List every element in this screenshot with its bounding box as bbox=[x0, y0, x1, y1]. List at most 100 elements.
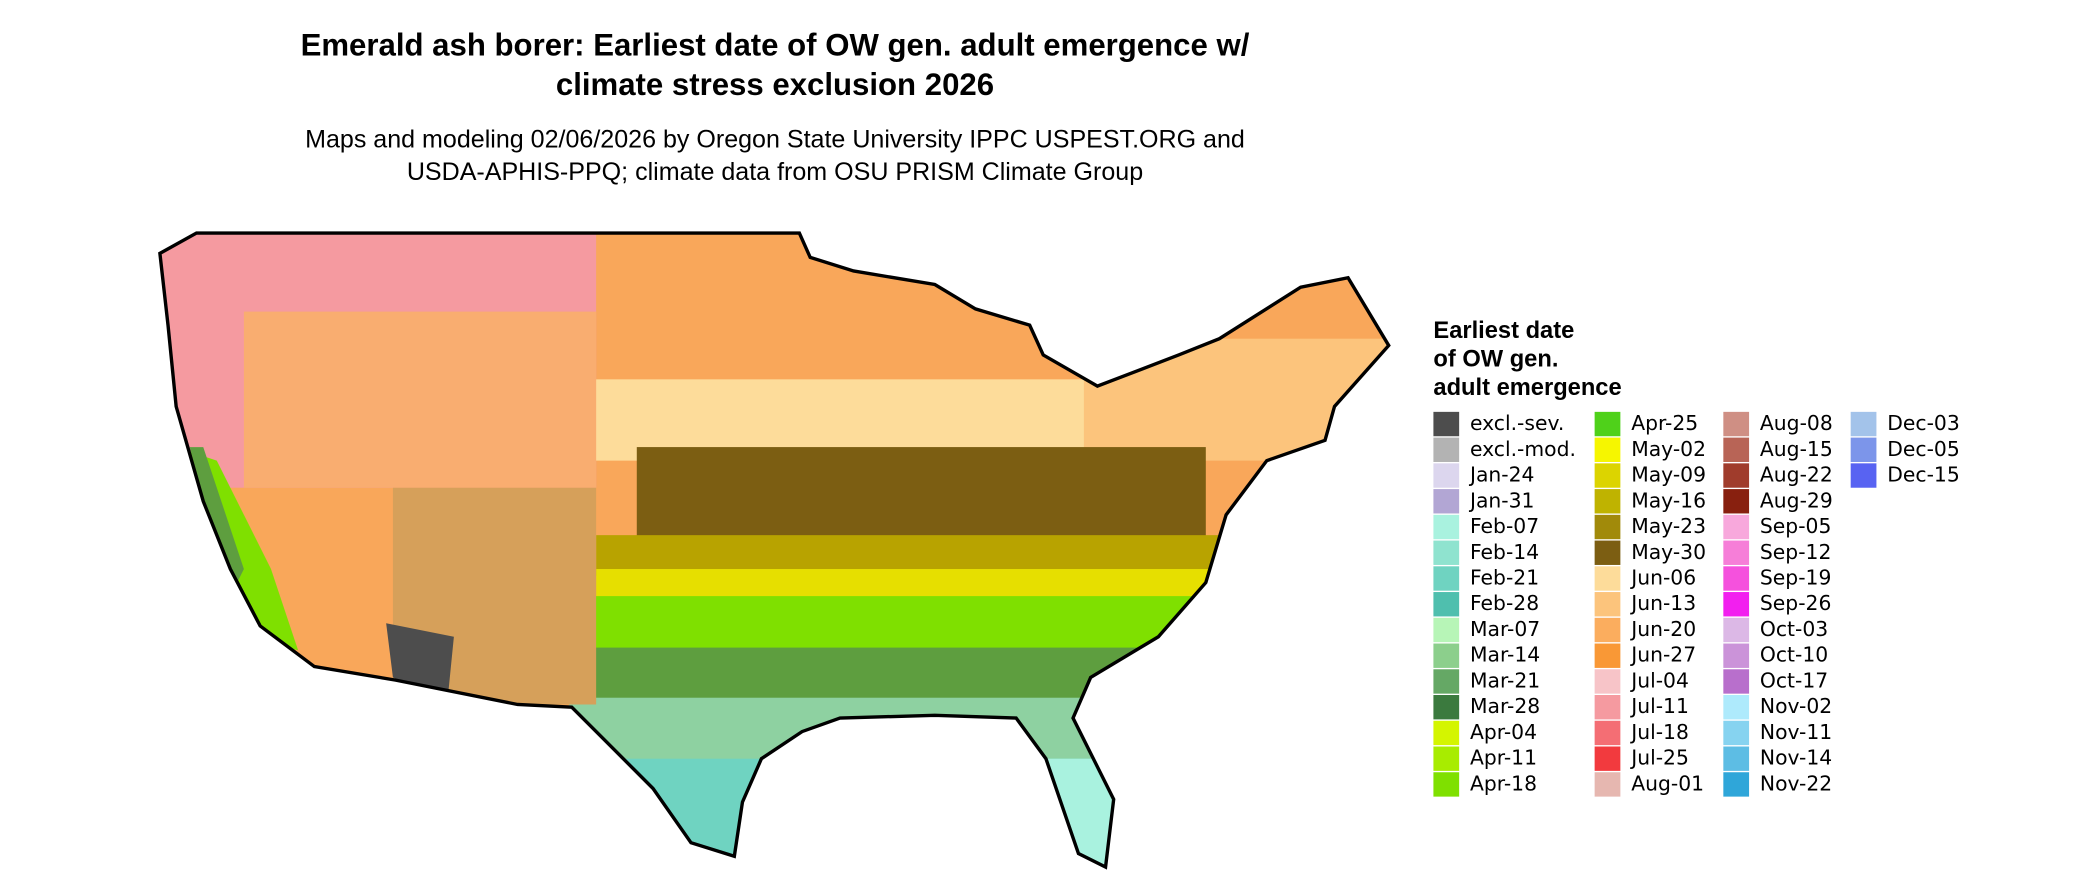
legend-label: Nov-02 bbox=[1760, 694, 1832, 718]
legend-swatch bbox=[1594, 643, 1621, 668]
legend-swatch bbox=[1433, 489, 1460, 514]
legend-label: Sep-19 bbox=[1760, 565, 1831, 589]
legend-label: Apr-18 bbox=[1470, 771, 1537, 795]
legend-swatch bbox=[1433, 720, 1460, 746]
legend-swatch bbox=[1723, 489, 1750, 514]
legend-swatch bbox=[1723, 540, 1750, 565]
legend-swatch bbox=[1594, 514, 1621, 540]
legend-swatch bbox=[1433, 643, 1460, 668]
legend-label: Nov-11 bbox=[1760, 720, 1832, 744]
legend-label: Jan-31 bbox=[1468, 488, 1534, 512]
legend-label: Jul-04 bbox=[1629, 668, 1689, 692]
legend-label: Oct-03 bbox=[1760, 617, 1828, 641]
legend-swatch bbox=[1723, 514, 1750, 540]
legend-swatch bbox=[1594, 617, 1621, 643]
title: climate stress exclusion 2026 bbox=[556, 67, 994, 102]
legend-swatch bbox=[1594, 463, 1621, 488]
legend-swatch bbox=[1433, 772, 1460, 797]
legend-label: Aug-15 bbox=[1760, 437, 1833, 461]
legend-swatch bbox=[1433, 411, 1460, 437]
subtitle: USDA-APHIS-PPQ; climate data from OSU PR… bbox=[407, 158, 1143, 186]
legend-label: Apr-04 bbox=[1470, 720, 1537, 744]
legend-swatch bbox=[1433, 540, 1460, 565]
legend-swatch bbox=[1433, 514, 1460, 540]
legend-swatch bbox=[1594, 772, 1621, 797]
legend-label: Sep-26 bbox=[1760, 591, 1831, 615]
legend-swatch bbox=[1433, 437, 1460, 462]
legend-label: Mar-07 bbox=[1470, 617, 1540, 641]
legend-label: excl.-mod. bbox=[1470, 437, 1576, 461]
legend-label: Feb-21 bbox=[1470, 565, 1539, 589]
legend-swatch bbox=[1723, 669, 1750, 694]
legend-swatch bbox=[1723, 437, 1750, 462]
legend-label: Aug-29 bbox=[1760, 488, 1833, 512]
legend-label: Jul-11 bbox=[1629, 694, 1689, 718]
legend-swatch bbox=[1433, 463, 1460, 488]
legend-label: Feb-28 bbox=[1470, 591, 1539, 615]
subtitle: Maps and modeling 02/06/2026 by Oregon S… bbox=[305, 126, 1245, 154]
legend-label: Feb-07 bbox=[1470, 514, 1539, 538]
legend-swatch bbox=[1850, 463, 1877, 488]
legend-swatch bbox=[1594, 746, 1621, 771]
legend-label: Jun-13 bbox=[1629, 591, 1696, 615]
legend-swatch bbox=[1433, 617, 1460, 643]
legend-swatch bbox=[1433, 669, 1460, 694]
legend-label: Mar-14 bbox=[1470, 643, 1540, 667]
legend-swatch bbox=[1723, 746, 1750, 771]
legend-swatch bbox=[1723, 592, 1750, 617]
legend-title: adult emergence bbox=[1433, 375, 1621, 401]
legend-label: May-02 bbox=[1631, 437, 1706, 461]
legend-label: Feb-14 bbox=[1470, 540, 1539, 564]
legend-label: Jun-20 bbox=[1629, 617, 1696, 641]
legend-swatch bbox=[1594, 695, 1621, 720]
legend-swatch bbox=[1594, 592, 1621, 617]
legend-label: Nov-22 bbox=[1760, 771, 1832, 795]
legend-label: Oct-17 bbox=[1760, 668, 1828, 692]
legend-swatch bbox=[1723, 772, 1750, 797]
legend-label: May-16 bbox=[1631, 488, 1706, 512]
map bbox=[159, 233, 1389, 868]
legend-swatch bbox=[1850, 411, 1877, 437]
legend-swatch bbox=[1723, 643, 1750, 668]
legend-swatch bbox=[1594, 489, 1621, 514]
legend-swatch bbox=[1594, 437, 1621, 462]
legend-swatch bbox=[1723, 695, 1750, 720]
legend-swatch bbox=[1723, 617, 1750, 643]
legend-label: Aug-22 bbox=[1760, 463, 1833, 487]
legend-label: Jun-27 bbox=[1629, 643, 1696, 667]
legend-label: Dec-03 bbox=[1887, 411, 1959, 435]
legend-label: Jan-24 bbox=[1468, 463, 1534, 487]
legend-label: May-30 bbox=[1631, 540, 1706, 564]
legend-swatch bbox=[1433, 746, 1460, 771]
legend-swatch bbox=[1433, 592, 1460, 617]
legend-label: Sep-12 bbox=[1760, 540, 1831, 564]
legend-title: Earliest date bbox=[1433, 318, 1574, 344]
legend-label: Nov-14 bbox=[1760, 746, 1832, 770]
legend-swatch bbox=[1723, 411, 1750, 437]
legend-label: Aug-08 bbox=[1760, 411, 1833, 435]
legend-swatch bbox=[1723, 720, 1750, 746]
legend-label: Jun-06 bbox=[1629, 565, 1696, 589]
legend-label: Dec-05 bbox=[1887, 437, 1959, 461]
legend-swatch bbox=[1594, 720, 1621, 746]
legend-label: Mar-28 bbox=[1470, 694, 1540, 718]
legend-label: May-23 bbox=[1631, 514, 1706, 538]
title: Emerald ash borer: Earliest date of OW g… bbox=[301, 28, 1250, 63]
legend-label: Aug-01 bbox=[1631, 771, 1704, 795]
legend-label: Jul-18 bbox=[1629, 720, 1689, 744]
legend-label: Sep-05 bbox=[1760, 514, 1831, 538]
legend-swatch bbox=[1433, 566, 1460, 591]
legend-title: of OW gen. bbox=[1433, 347, 1558, 373]
legend-label: Mar-21 bbox=[1470, 668, 1540, 692]
legend-swatch bbox=[1850, 437, 1877, 462]
legend-label: Dec-15 bbox=[1887, 463, 1959, 487]
legend-label: Jul-25 bbox=[1629, 746, 1689, 770]
legend-label: excl.-sev. bbox=[1470, 411, 1564, 435]
legend-label: Apr-25 bbox=[1631, 411, 1698, 435]
legend-swatch bbox=[1594, 566, 1621, 591]
legend-swatch bbox=[1594, 411, 1621, 437]
legend-swatch bbox=[1433, 695, 1460, 720]
legend-label: Apr-11 bbox=[1470, 746, 1537, 770]
legend-swatch bbox=[1594, 669, 1621, 694]
